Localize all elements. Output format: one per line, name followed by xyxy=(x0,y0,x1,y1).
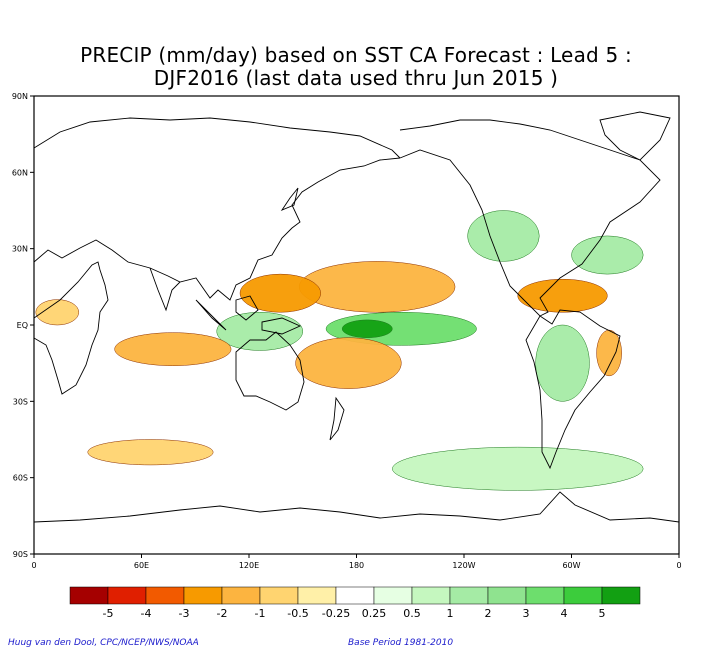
y-tick-label: 30N xyxy=(12,245,28,254)
region-maritime-continent-wet xyxy=(216,312,303,351)
colorbar: -5 -4 -3 -2 -1 -0.5 -0.25 0.25 0.5 1 2 3 4 5 xyxy=(69,586,641,620)
coastline-sumatra xyxy=(195,299,227,331)
region-southern-ocean-wet xyxy=(392,446,644,491)
region-north-pacific-dry xyxy=(298,261,456,313)
colorbar-label: -2 xyxy=(217,607,228,620)
coastline-north-america xyxy=(399,119,661,317)
coastline-new-zealand xyxy=(329,396,345,441)
coastline-japan xyxy=(280,187,299,211)
colorbar-swatch xyxy=(373,586,413,605)
region-north-atlantic-wet xyxy=(571,235,644,275)
y-tick-label: 60N xyxy=(12,168,28,177)
coastline-south-america xyxy=(525,309,621,470)
x-tick-label: 120E xyxy=(239,561,259,570)
colorbar-label: -1 xyxy=(255,607,266,620)
coastline-arctic-eurasia xyxy=(34,117,401,159)
colorbar-label: 0.25 xyxy=(362,607,387,620)
colorbar-label: -4 xyxy=(141,607,152,620)
chart-title-line1: PRECIP (mm/day) based on SST CA Forecast… xyxy=(80,43,632,67)
colorbar-swatch xyxy=(449,586,489,605)
colorbar-swatch xyxy=(183,586,223,605)
x-tick-label: 0 xyxy=(31,561,36,570)
coastline-africa xyxy=(34,261,109,395)
x-tick-label: 0 xyxy=(676,561,681,570)
region-west-africa-dry xyxy=(35,299,80,326)
coastline-greenland xyxy=(599,111,671,161)
colorbar-swatch xyxy=(563,586,603,605)
region-south-america-wet xyxy=(535,324,590,402)
colorbar-label: 3 xyxy=(523,607,530,620)
y-tick-label: EQ xyxy=(17,321,28,330)
x-tick-label: 60W xyxy=(562,561,580,570)
region-western-pacific-dry xyxy=(239,273,321,313)
anomaly-field xyxy=(35,210,644,491)
colorbar-swatch xyxy=(335,586,375,605)
colorbar-label: -3 xyxy=(179,607,190,620)
credit-author: Huug van den Dool, CPC/NCEP/NWS/NOAA xyxy=(8,638,199,648)
region-south-pacific-dry xyxy=(295,337,402,389)
colorbar-swatch xyxy=(601,586,641,605)
coastline-new-guinea xyxy=(261,317,302,335)
colorbar-label: -5 xyxy=(103,607,114,620)
colorbar-swatch xyxy=(107,586,147,605)
colorbar-swatch xyxy=(525,586,565,605)
colorbar-swatch xyxy=(411,586,451,605)
colorbar-swatch xyxy=(259,586,299,605)
colorbar-swatch xyxy=(487,586,527,605)
coastline-australia xyxy=(235,331,305,411)
region-central-pacific-core xyxy=(341,319,393,338)
colorbar-swatch xyxy=(69,586,109,605)
colorbar-swatch xyxy=(221,586,261,605)
chart-title-line2: DJF2016 (last data used thru Jun 2015 ) xyxy=(153,66,559,90)
x-tick-label: 60E xyxy=(134,561,149,570)
colorbar-label: 4 xyxy=(561,607,568,620)
colorbar-label: -0.25 xyxy=(322,607,350,620)
colorbar-label: 2 xyxy=(485,607,492,620)
coastlines xyxy=(34,111,679,523)
region-us-gulf-wet xyxy=(467,210,540,262)
y-tick-label: 30S xyxy=(13,397,28,406)
coastline-borneo xyxy=(235,295,259,321)
region-central-america-dry xyxy=(517,278,608,313)
region-indian-ocean-dry xyxy=(114,332,232,366)
y-tick-label: 60S xyxy=(13,474,28,483)
x-tick-label: 120W xyxy=(452,561,475,570)
coastline-antarctica xyxy=(34,491,679,523)
colorbar-swatch xyxy=(297,586,337,605)
colorbar-label: 5 xyxy=(599,607,606,620)
colorbar-label: 0.5 xyxy=(403,607,421,620)
colorbar-label: 1 xyxy=(447,607,454,620)
coastline-india xyxy=(149,267,181,312)
region-southern-ocean-dry xyxy=(87,439,214,466)
coastline-eurasia-south xyxy=(34,157,401,301)
y-tick-label: 90N xyxy=(12,92,28,101)
region-brazil-dry xyxy=(596,329,622,377)
x-tick-label: 180 xyxy=(349,561,364,570)
credit-base-period: Base Period 1981-2010 xyxy=(348,638,454,648)
colorbar-label: -0.5 xyxy=(287,607,308,620)
colorbar-swatch xyxy=(145,586,185,605)
axes: 0 60E 120E 180 120W 60W 0 90N 60N 30N EQ 30S 60S 90S xyxy=(12,92,682,570)
y-tick-label: 90S xyxy=(13,550,28,559)
